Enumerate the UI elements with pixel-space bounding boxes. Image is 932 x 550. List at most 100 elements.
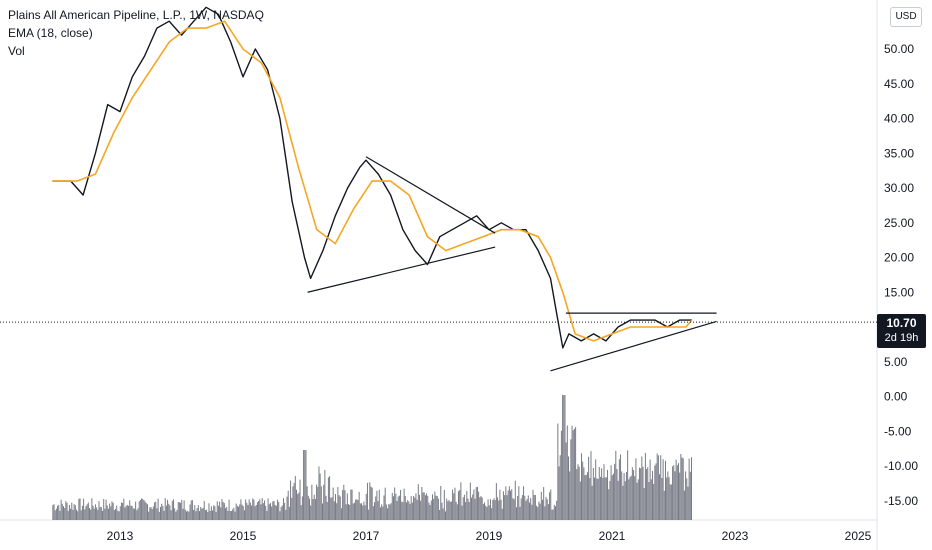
volume-bar (413, 495, 415, 520)
volume-bar (576, 469, 578, 520)
volume-bar (357, 500, 359, 520)
volume-bar (234, 511, 236, 520)
volume-bar (158, 511, 160, 520)
x-tick-label-5: 2023 (722, 529, 749, 543)
last-price-badge: 10.70 2d 19h (877, 314, 926, 348)
volume-bar (259, 499, 261, 520)
volume-bar (525, 500, 527, 520)
volume-bar (482, 504, 484, 520)
volume-bar (434, 491, 436, 520)
y-tick-label-2: 40.00 (884, 112, 914, 126)
volume-bar (103, 499, 105, 520)
volume-indicator-label[interactable]: Vol (8, 44, 25, 58)
volume-bar (262, 503, 264, 520)
volume-bar (641, 456, 643, 520)
volume-bar (170, 510, 172, 520)
volume-bar (486, 506, 488, 520)
volume-bar (622, 485, 624, 520)
volume-bar (326, 501, 328, 520)
volume-bar (271, 506, 273, 520)
volume-bar (365, 493, 367, 520)
volume-bar (355, 499, 357, 520)
volume-bar (277, 499, 279, 520)
volume-bar (117, 510, 119, 520)
volume-bar (586, 472, 588, 520)
volume-bar (664, 460, 666, 520)
volume-bar (654, 465, 656, 520)
volume-bar (297, 494, 299, 520)
volume-bar (100, 507, 102, 520)
volume-bar (408, 501, 410, 520)
volume-bar (216, 501, 218, 520)
y-tick-label-6: 20.00 (884, 251, 914, 265)
volume-bar (268, 504, 270, 520)
volume-bar (659, 474, 661, 520)
volume-bar (498, 500, 500, 520)
volume-bar (686, 478, 688, 520)
volume-bar (481, 497, 483, 520)
volume-bar (662, 459, 664, 520)
volume-bar (316, 484, 318, 520)
volume-bar (115, 508, 117, 520)
volume-bar (349, 504, 351, 520)
symbol-title[interactable]: Plains All American Pipeline, L.P., 1W, … (8, 8, 264, 22)
volume-bar (383, 495, 385, 520)
volume-bar (515, 507, 517, 520)
volume-bar (314, 499, 316, 520)
volume-bar (468, 501, 470, 520)
volume-bar (546, 499, 548, 520)
volume-bar (340, 508, 342, 520)
volume-bar (604, 477, 606, 520)
volume-bar (301, 496, 303, 520)
volume-bar (534, 494, 536, 520)
volume-bar (324, 469, 326, 520)
currency-button[interactable]: USD (890, 7, 922, 27)
volume-bar (327, 477, 329, 520)
volume-bar (521, 495, 523, 520)
volume-bar (200, 507, 202, 520)
volume-bar (106, 505, 108, 520)
volume-bar (502, 491, 504, 520)
last-price-value: 10.70 (886, 316, 917, 330)
volume-bar (512, 498, 514, 520)
volume-bar (236, 505, 238, 520)
volume-bar (239, 504, 241, 520)
volume-bar (99, 507, 101, 520)
x-tick-label-6: 2025 (845, 529, 872, 543)
volume-bar (333, 501, 335, 520)
volume-bar (65, 501, 67, 520)
y-tick-label-7: 15.00 (884, 285, 914, 299)
y-tick-label-12: -15.00 (884, 494, 918, 508)
volume-bar (93, 508, 95, 520)
volume-bar (403, 488, 405, 520)
volume-bar (59, 510, 61, 520)
volume-bar (400, 489, 402, 520)
volume-bar (554, 506, 556, 520)
volume-bar (120, 502, 122, 520)
volume-bar (249, 502, 251, 520)
volume-bar (219, 501, 221, 520)
y-tick-label-8: 5.00 (884, 355, 908, 369)
volume-bar (543, 487, 545, 520)
volume-bar (295, 489, 297, 520)
volume-bar (581, 453, 583, 520)
volume-bar (462, 497, 464, 520)
chart-legend: Plains All American Pipeline, L.P., 1W, … (8, 6, 264, 60)
ema-indicator-label[interactable]: EMA (18, close) (8, 26, 93, 40)
volume-bar (474, 498, 476, 520)
volume-bar (495, 483, 497, 520)
volume-bar (487, 499, 489, 520)
volume-bar (455, 501, 457, 520)
volume-bar (617, 480, 619, 520)
volume-bar (628, 479, 630, 520)
volume-bar (189, 504, 191, 520)
volume-bar (104, 508, 106, 520)
volume-bar (691, 457, 693, 520)
volume-bar (196, 508, 198, 520)
volume-bar (533, 494, 535, 520)
volume-bar (532, 489, 534, 520)
volume-bar (396, 500, 398, 520)
volume-bar (588, 456, 590, 520)
volume-bar (663, 490, 665, 520)
